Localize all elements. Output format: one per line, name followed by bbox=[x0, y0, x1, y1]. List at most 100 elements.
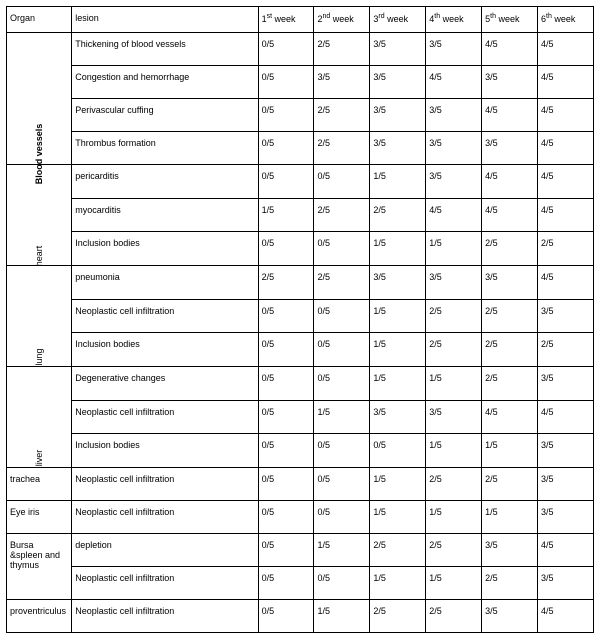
table-row: Blood vessels Thickening of blood vessel… bbox=[7, 33, 594, 66]
value-cell: 0/5 bbox=[314, 299, 370, 333]
value-cell: 3/5 bbox=[370, 132, 426, 165]
value-cell: 0/5 bbox=[258, 99, 314, 132]
value-cell: 0/5 bbox=[258, 501, 314, 534]
value-cell: 3/5 bbox=[426, 99, 482, 132]
value-cell: 3/5 bbox=[538, 501, 594, 534]
value-cell: 4/5 bbox=[538, 165, 594, 199]
value-cell: 2/5 bbox=[314, 99, 370, 132]
table-row: Congestion and hemorrhage 0/53/53/54/53/… bbox=[7, 66, 594, 99]
lesion-cell: pneumonia bbox=[72, 266, 258, 300]
value-cell: 1/5 bbox=[482, 434, 538, 468]
value-cell: 0/5 bbox=[314, 232, 370, 266]
value-cell: 3/5 bbox=[482, 66, 538, 99]
value-cell: 2/5 bbox=[314, 198, 370, 232]
lesion-cell: Congestion and hemorrhage bbox=[72, 66, 258, 99]
value-cell: 4/5 bbox=[538, 66, 594, 99]
value-cell: 3/5 bbox=[426, 33, 482, 66]
value-cell: 1/5 bbox=[370, 232, 426, 266]
value-cell: 1/5 bbox=[482, 501, 538, 534]
value-cell: 2/5 bbox=[482, 299, 538, 333]
value-cell: 4/5 bbox=[482, 165, 538, 199]
value-cell: 3/5 bbox=[482, 266, 538, 300]
value-cell: 0/5 bbox=[314, 567, 370, 600]
value-cell: 3/5 bbox=[538, 468, 594, 501]
value-cell: 2/5 bbox=[482, 468, 538, 501]
value-cell: 2/5 bbox=[314, 33, 370, 66]
value-cell: 2/5 bbox=[370, 600, 426, 633]
lesion-cell: Inclusion bodies bbox=[72, 333, 258, 367]
table-row: liver Degenerative changes 0/50/51/51/52… bbox=[7, 367, 594, 401]
value-cell: 1/5 bbox=[370, 333, 426, 367]
value-cell: 2/5 bbox=[482, 232, 538, 266]
table-row: Inclusion bodies 0/50/50/51/51/53/5 bbox=[7, 434, 594, 468]
header-week-1: 1st week bbox=[258, 7, 314, 33]
header-week-3: 3rd week bbox=[370, 7, 426, 33]
value-cell: 3/5 bbox=[426, 132, 482, 165]
value-cell: 0/5 bbox=[258, 165, 314, 199]
value-cell: 3/5 bbox=[538, 367, 594, 401]
table-row: proventriculus Neoplastic cell infiltrat… bbox=[7, 600, 594, 633]
value-cell: 4/5 bbox=[538, 198, 594, 232]
table-row: Neoplastic cell infiltration 0/50/51/51/… bbox=[7, 567, 594, 600]
value-cell: 0/5 bbox=[314, 367, 370, 401]
value-cell: 4/5 bbox=[538, 400, 594, 434]
lesion-cell: pericarditis bbox=[72, 165, 258, 199]
value-cell: 2/5 bbox=[426, 534, 482, 567]
organ-liver: liver bbox=[34, 450, 44, 467]
value-cell: 0/5 bbox=[258, 299, 314, 333]
table-row: Neoplastic cell infiltration 0/51/53/53/… bbox=[7, 400, 594, 434]
value-cell: 2/5 bbox=[426, 600, 482, 633]
value-cell: 2/5 bbox=[370, 198, 426, 232]
value-cell: 3/5 bbox=[370, 66, 426, 99]
organ-bursa: Bursa &spleen and thymus bbox=[7, 534, 72, 600]
lesion-cell: Neoplastic cell infiltration bbox=[72, 400, 258, 434]
header-week-5: 5th week bbox=[482, 7, 538, 33]
table-row: heart pericarditis 0/50/51/53/54/54/5 bbox=[7, 165, 594, 199]
table-row: Perivascular cuffing 0/52/53/53/54/54/5 bbox=[7, 99, 594, 132]
value-cell: 3/5 bbox=[538, 434, 594, 468]
table-row: lung pneumonia 2/52/53/53/53/54/5 bbox=[7, 266, 594, 300]
value-cell: 4/5 bbox=[538, 132, 594, 165]
value-cell: 1/5 bbox=[370, 165, 426, 199]
value-cell: 1/5 bbox=[426, 567, 482, 600]
value-cell: 4/5 bbox=[538, 600, 594, 633]
value-cell: 0/5 bbox=[258, 66, 314, 99]
value-cell: 0/5 bbox=[314, 501, 370, 534]
value-cell: 2/5 bbox=[538, 333, 594, 367]
header-organ: Organ bbox=[7, 7, 72, 33]
value-cell: 1/5 bbox=[370, 299, 426, 333]
organ-eye-iris: Eye iris bbox=[7, 501, 72, 534]
value-cell: 4/5 bbox=[538, 266, 594, 300]
value-cell: 4/5 bbox=[426, 66, 482, 99]
lesion-cell: Thickening of blood vessels bbox=[72, 33, 258, 66]
table-row: Eye iris Neoplastic cell infiltration 0/… bbox=[7, 501, 594, 534]
organ-lung: lung bbox=[34, 348, 44, 365]
value-cell: 0/5 bbox=[258, 132, 314, 165]
lesion-cell: Neoplastic cell infiltration bbox=[72, 501, 258, 534]
value-cell: 3/5 bbox=[314, 66, 370, 99]
lesion-cell: Neoplastic cell infiltration bbox=[72, 567, 258, 600]
lesion-cell: Neoplastic cell infiltration bbox=[72, 468, 258, 501]
value-cell: 0/5 bbox=[258, 567, 314, 600]
value-cell: 0/5 bbox=[314, 468, 370, 501]
value-cell: 3/5 bbox=[426, 266, 482, 300]
value-cell: 4/5 bbox=[482, 198, 538, 232]
value-cell: 0/5 bbox=[370, 434, 426, 468]
lesion-cell: Perivascular cuffing bbox=[72, 99, 258, 132]
value-cell: 2/5 bbox=[370, 534, 426, 567]
table-row: trachea Neoplastic cell infiltration 0/5… bbox=[7, 468, 594, 501]
value-cell: 0/5 bbox=[258, 434, 314, 468]
value-cell: 0/5 bbox=[258, 468, 314, 501]
value-cell: 4/5 bbox=[538, 99, 594, 132]
value-cell: 3/5 bbox=[370, 33, 426, 66]
value-cell: 1/5 bbox=[314, 400, 370, 434]
value-cell: 1/5 bbox=[426, 501, 482, 534]
value-cell: 3/5 bbox=[482, 534, 538, 567]
lesion-cell: Inclusion bodies bbox=[72, 232, 258, 266]
value-cell: 3/5 bbox=[370, 266, 426, 300]
header-week-6: 6th week bbox=[538, 7, 594, 33]
table-row: Bursa &spleen and thymus depletion 0/51/… bbox=[7, 534, 594, 567]
value-cell: 1/5 bbox=[314, 600, 370, 633]
lesion-cell: Neoplastic cell infiltration bbox=[72, 600, 258, 633]
organ-proventriculus: proventriculus bbox=[7, 600, 72, 633]
